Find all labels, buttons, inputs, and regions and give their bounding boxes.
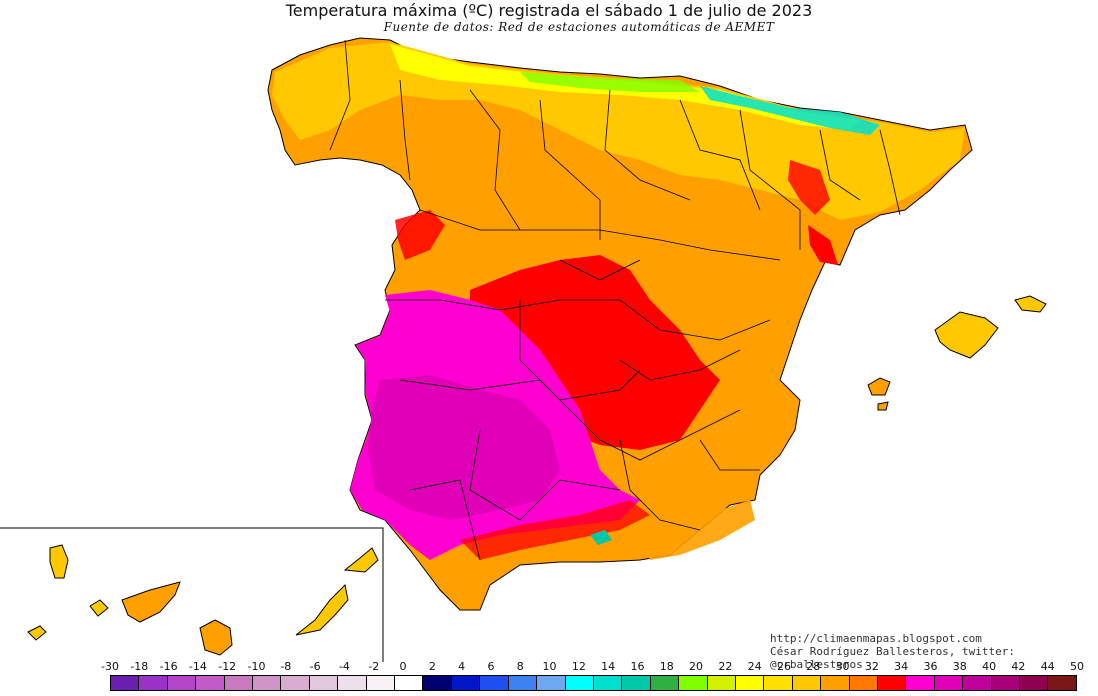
legend-label: 12 <box>571 660 586 673</box>
legend-swatch <box>593 676 623 690</box>
legend-label: 8 <box>516 660 524 673</box>
legend-label: 16 <box>630 660 645 673</box>
menorca-island <box>1014 295 1047 313</box>
legend-swatch <box>1048 676 1076 690</box>
legend-swatch <box>963 676 992 690</box>
legend-swatch <box>423 676 452 690</box>
legend-swatch <box>764 676 793 690</box>
legend-swatch <box>309 676 339 690</box>
ebro-red-zone <box>788 160 830 215</box>
legend-swatch <box>735 676 765 690</box>
south-coast-zone <box>640 500 755 560</box>
legend-label: 36 <box>923 660 938 673</box>
legend-label: 44 <box>1040 660 1055 673</box>
legend-swatch <box>792 676 822 690</box>
guadalquivir-red-zone <box>460 500 650 560</box>
legend-swatch <box>849 676 878 690</box>
legend-label: 6 <box>487 660 495 673</box>
legend-label: 0 <box>399 660 407 673</box>
legend-label: 20 <box>689 660 704 673</box>
legend-swatch <box>224 676 254 690</box>
legend-label: -30 <box>101 660 119 673</box>
legend-swatch <box>991 676 1020 690</box>
legend-label: -10 <box>247 660 266 673</box>
legend-label: 30 <box>835 660 850 673</box>
legend-label: 42 <box>1011 660 1026 673</box>
legend-swatch <box>338 676 367 690</box>
color-legend-bar <box>110 675 1077 691</box>
province-boundaries <box>329 39 901 561</box>
legend-label: 2 <box>428 660 436 673</box>
legend-label: 22 <box>718 660 733 673</box>
la-gomera-island <box>89 599 109 617</box>
legend-swatch <box>821 676 850 690</box>
legend-labels: -30 -18 -16 -14 -12 -10 -8 -6 -4 -2 0 2 4 6 8 10 12 14 16 1… <box>0 660 1098 674</box>
mallorca-island <box>934 311 999 359</box>
la-palma-island <box>49 544 69 579</box>
legend-label: 38 <box>952 660 967 673</box>
legend-label: -14 <box>188 660 207 673</box>
legend-swatch <box>451 676 481 690</box>
legend-label: 18 <box>659 660 674 673</box>
portugal-red-zone <box>395 210 445 260</box>
ibiza-island <box>867 377 891 396</box>
sierra-nevada-cool-spot <box>590 530 612 545</box>
legend-label: -2 <box>368 660 380 673</box>
legend-label: 40 <box>982 660 997 673</box>
legend-label: 10 <box>542 660 557 673</box>
legend-label: -16 <box>159 660 178 673</box>
map-title: Temperatura máxima (ºC) registrada el sá… <box>285 1 813 20</box>
legend-label: 4 <box>458 660 466 673</box>
legend-swatch <box>622 676 651 690</box>
legend-swatch <box>139 676 168 690</box>
gran-canaria-island <box>199 619 233 656</box>
legend-label: 14 <box>601 660 616 673</box>
legend-swatch <box>508 676 538 690</box>
credit-website[interactable]: http://climaenmapas.blogspot.com <box>770 632 982 645</box>
legend-label: 26 <box>776 660 791 673</box>
legend-label: 24 <box>747 660 762 673</box>
legend-swatch <box>707 676 736 690</box>
legend-swatch <box>1020 676 1049 690</box>
el-hierro-island <box>27 625 47 641</box>
valencia-red-zone <box>808 225 838 265</box>
legend-swatch <box>111 676 140 690</box>
legend-swatch <box>480 676 509 690</box>
legend-swatch <box>906 676 935 690</box>
legend-swatch <box>366 676 396 690</box>
legend-label: 32 <box>864 660 879 673</box>
asturias-green-zone <box>520 72 700 92</box>
legend-label: 50 <box>1070 660 1084 673</box>
legend-swatch <box>253 676 282 690</box>
legend-swatch <box>167 676 197 690</box>
fuerteventura-island <box>295 583 349 636</box>
legend-swatch <box>281 676 310 690</box>
legend-swatch <box>565 676 594 690</box>
legend-swatch <box>934 676 964 690</box>
legend-swatch <box>679 676 708 690</box>
formentera-island <box>877 401 889 411</box>
legend-label: -18 <box>130 660 149 673</box>
legend-swatch <box>395 676 424 690</box>
southwest-deep-magenta-zone <box>368 375 560 520</box>
legend-swatch <box>196 676 225 690</box>
credit-author: César Rodríguez Ballesteros, twitter: @c… <box>770 645 1016 671</box>
legend-label: -4 <box>338 660 350 673</box>
legend-swatch <box>537 676 566 690</box>
legend-label: 34 <box>894 660 909 673</box>
legend-label: -8 <box>280 660 292 673</box>
tenerife-island <box>121 581 181 623</box>
canary-inset-frame <box>0 527 384 662</box>
legend-swatch <box>650 676 680 690</box>
cantabrian-cool-zone <box>700 86 880 135</box>
legend-label: -6 <box>309 660 321 673</box>
legend-label: 28 <box>806 660 821 673</box>
legend-swatch <box>877 676 907 690</box>
legend-label: -12 <box>218 660 237 673</box>
lanzarote-island <box>343 547 379 573</box>
map-subtitle: Fuente de datos: Red de estaciones autom… <box>383 20 775 34</box>
